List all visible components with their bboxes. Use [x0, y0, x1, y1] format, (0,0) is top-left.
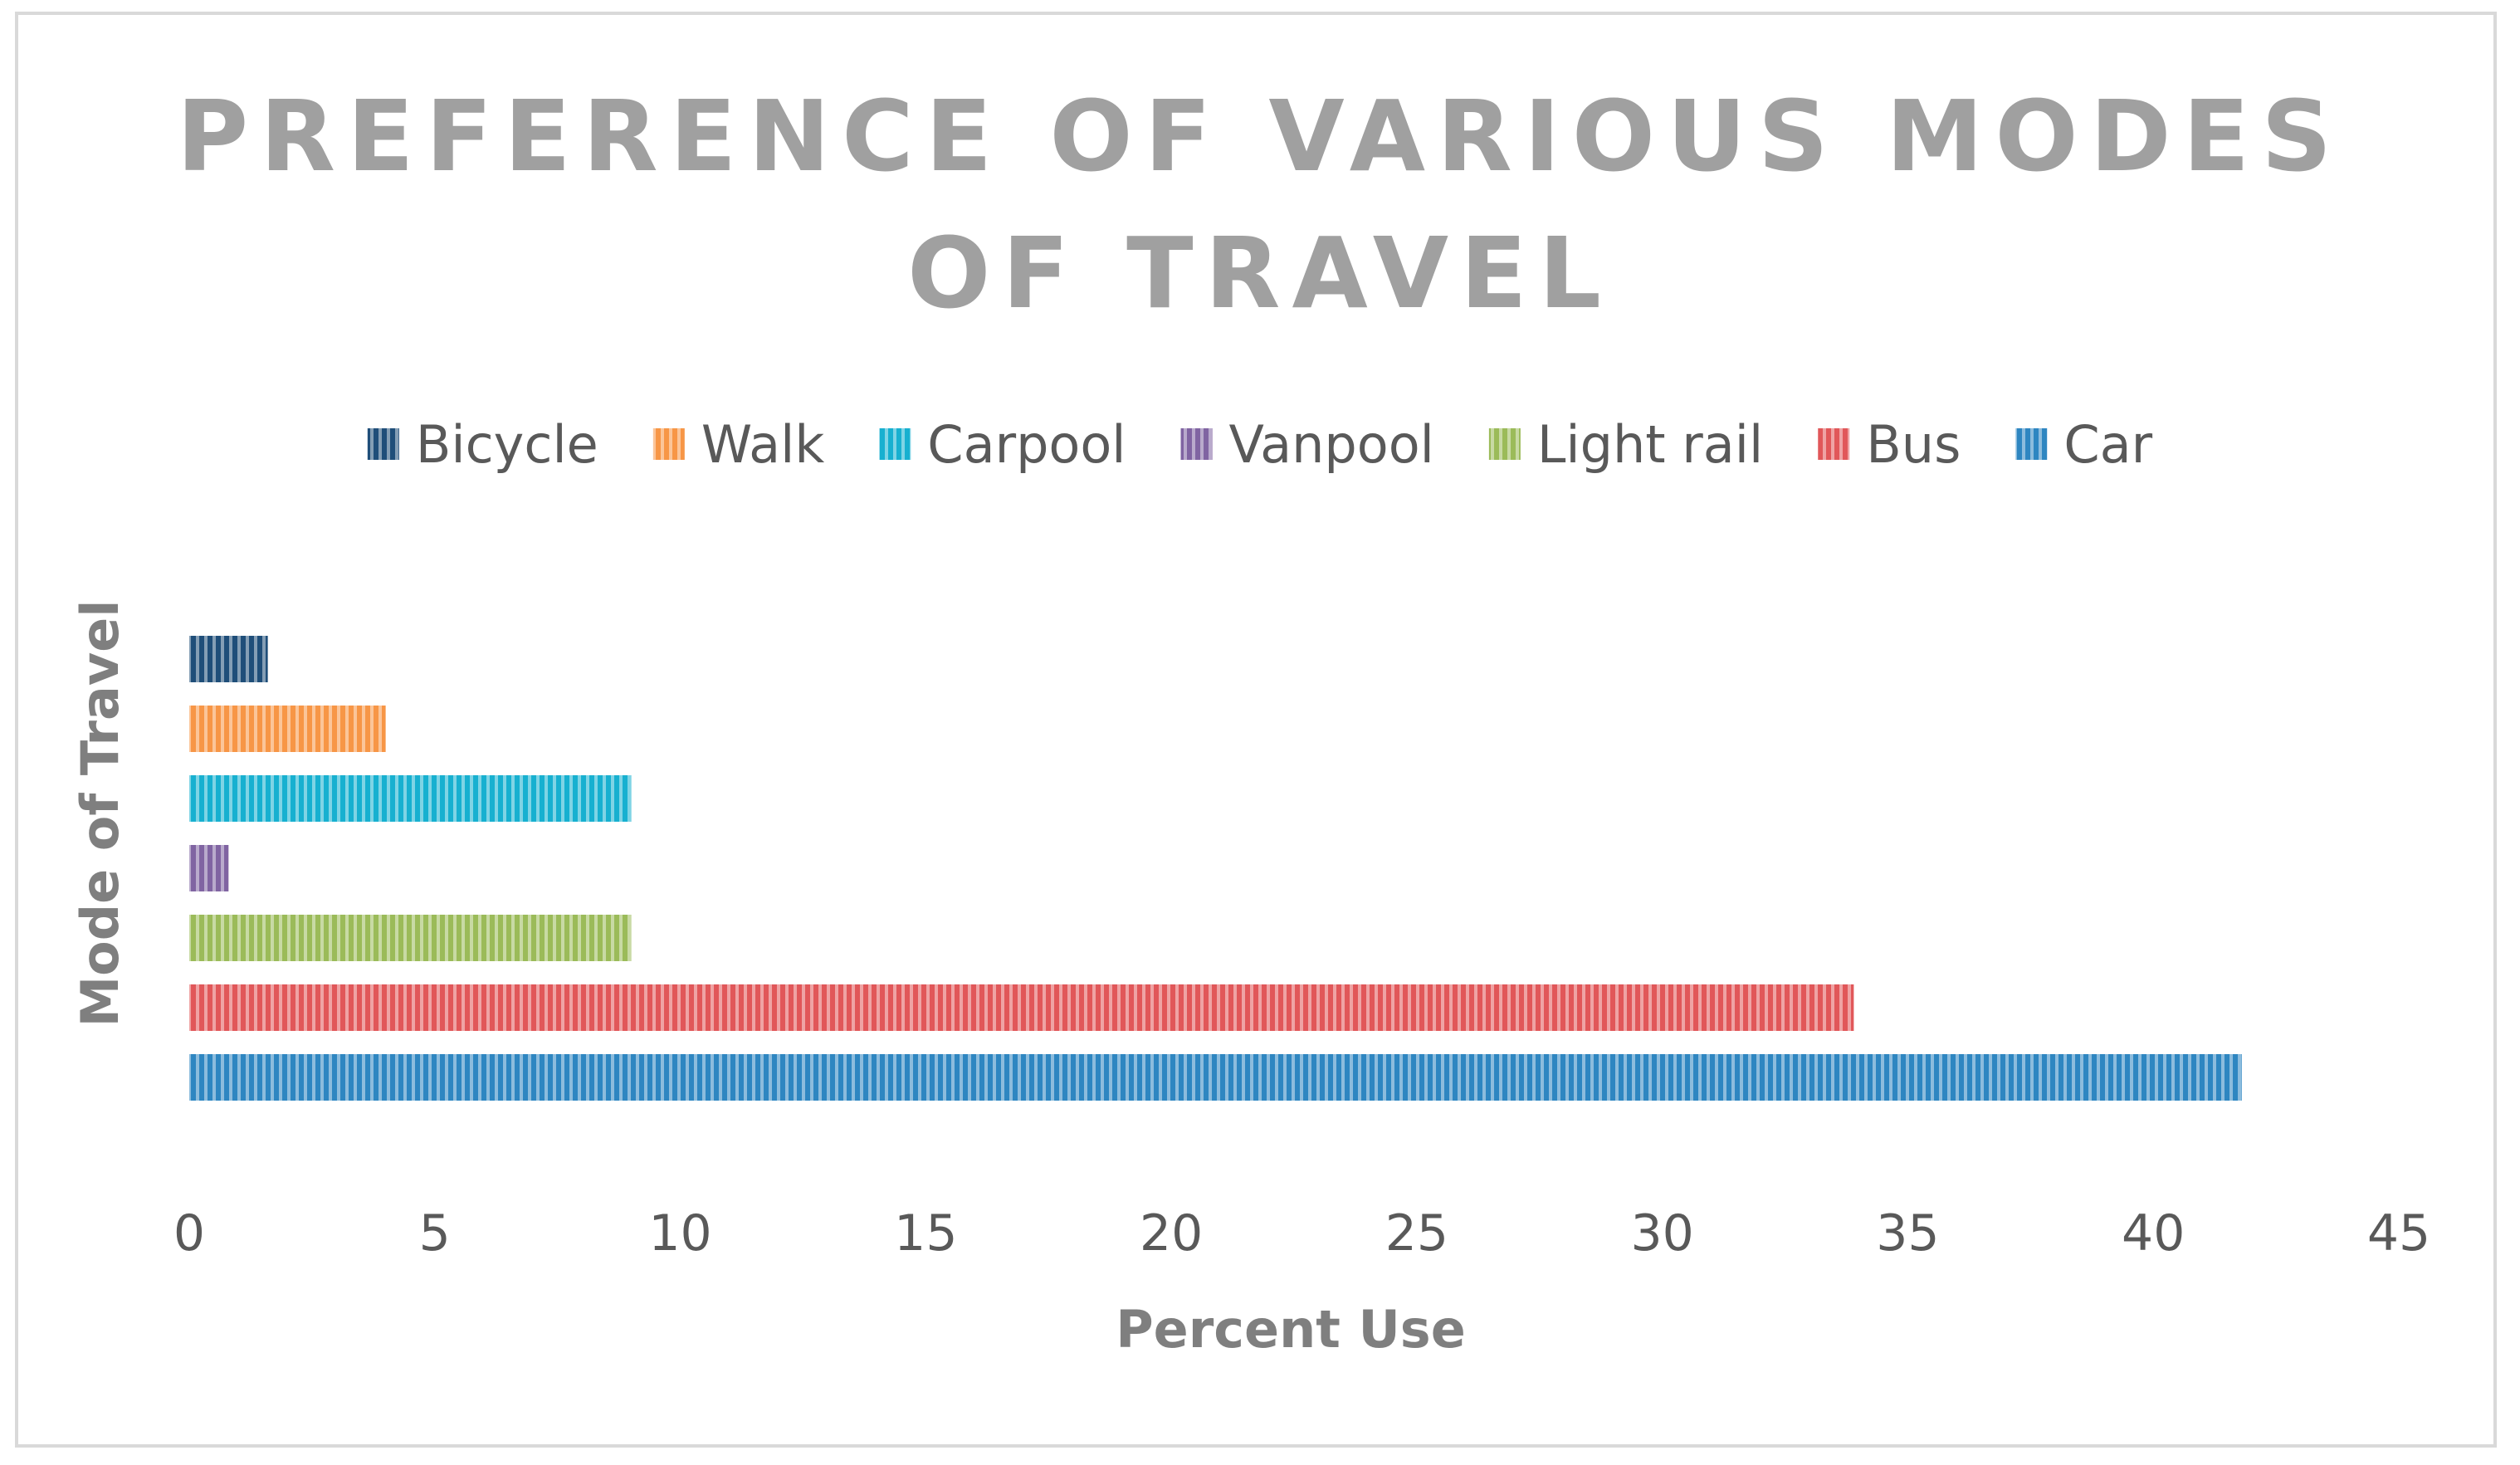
bar-bus — [189, 984, 1854, 1031]
chart-title-line-1: PREFERENCE OF VARIOUS MODES — [177, 79, 2344, 193]
x-tick-label-25: 25 — [1385, 1204, 1448, 1262]
x-axis-tick-labels: 0 5 10 15 20 25 30 35 40 45 — [173, 1204, 2430, 1262]
legend-swatch-bicycle — [367, 428, 399, 460]
chart-title-line-2: OF TRAVEL — [907, 216, 1613, 330]
x-tick-label-30: 30 — [1630, 1204, 1693, 1262]
legend-swatch-carpool — [879, 428, 911, 460]
legend-label-bicycle: Bicycle — [416, 414, 598, 475]
legend-swatch-light-rail — [1488, 428, 1521, 460]
bar-light-rail — [189, 915, 632, 961]
x-tick-label-15: 15 — [894, 1204, 957, 1262]
bar-bicycle — [189, 636, 268, 682]
bars-group — [189, 636, 2242, 1101]
legend-label-car: Car — [2063, 414, 2152, 475]
x-tick-label-40: 40 — [2122, 1204, 2185, 1262]
legend-swatch-car — [2015, 428, 2048, 460]
legend-label-walk: Walk — [701, 414, 825, 475]
legend-label-vanpool: Vanpool — [1229, 414, 1434, 475]
x-tick-label-0: 0 — [173, 1204, 205, 1262]
legend-swatch-walk — [652, 428, 685, 460]
x-tick-label-45: 45 — [2367, 1204, 2430, 1262]
x-tick-label-20: 20 — [1140, 1204, 1203, 1262]
x-tick-label-10: 10 — [648, 1204, 711, 1262]
legend-swatch-vanpool — [1180, 428, 1213, 460]
x-tick-label-5: 5 — [419, 1204, 451, 1262]
legend-label-light-rail: Light rail — [1537, 414, 1763, 475]
x-axis-title: Percent Use — [1116, 1299, 1466, 1360]
bar-vanpool — [189, 845, 229, 891]
bar-walk — [189, 706, 386, 752]
legend: Bicycle Walk Carpool Vanpool Light rail Bus Ca… — [367, 414, 2153, 475]
legend-label-bus: Bus — [1866, 414, 1961, 475]
x-tick-label-35: 35 — [1876, 1204, 1939, 1262]
bar-car — [189, 1054, 2242, 1101]
legend-label-carpool: Carpool — [927, 414, 1126, 475]
bar-carpool — [189, 775, 632, 822]
chart-frame — [15, 12, 2497, 1448]
y-axis-title: Mode of Travel — [70, 599, 130, 1027]
legend-swatch-bus — [1818, 428, 1850, 460]
